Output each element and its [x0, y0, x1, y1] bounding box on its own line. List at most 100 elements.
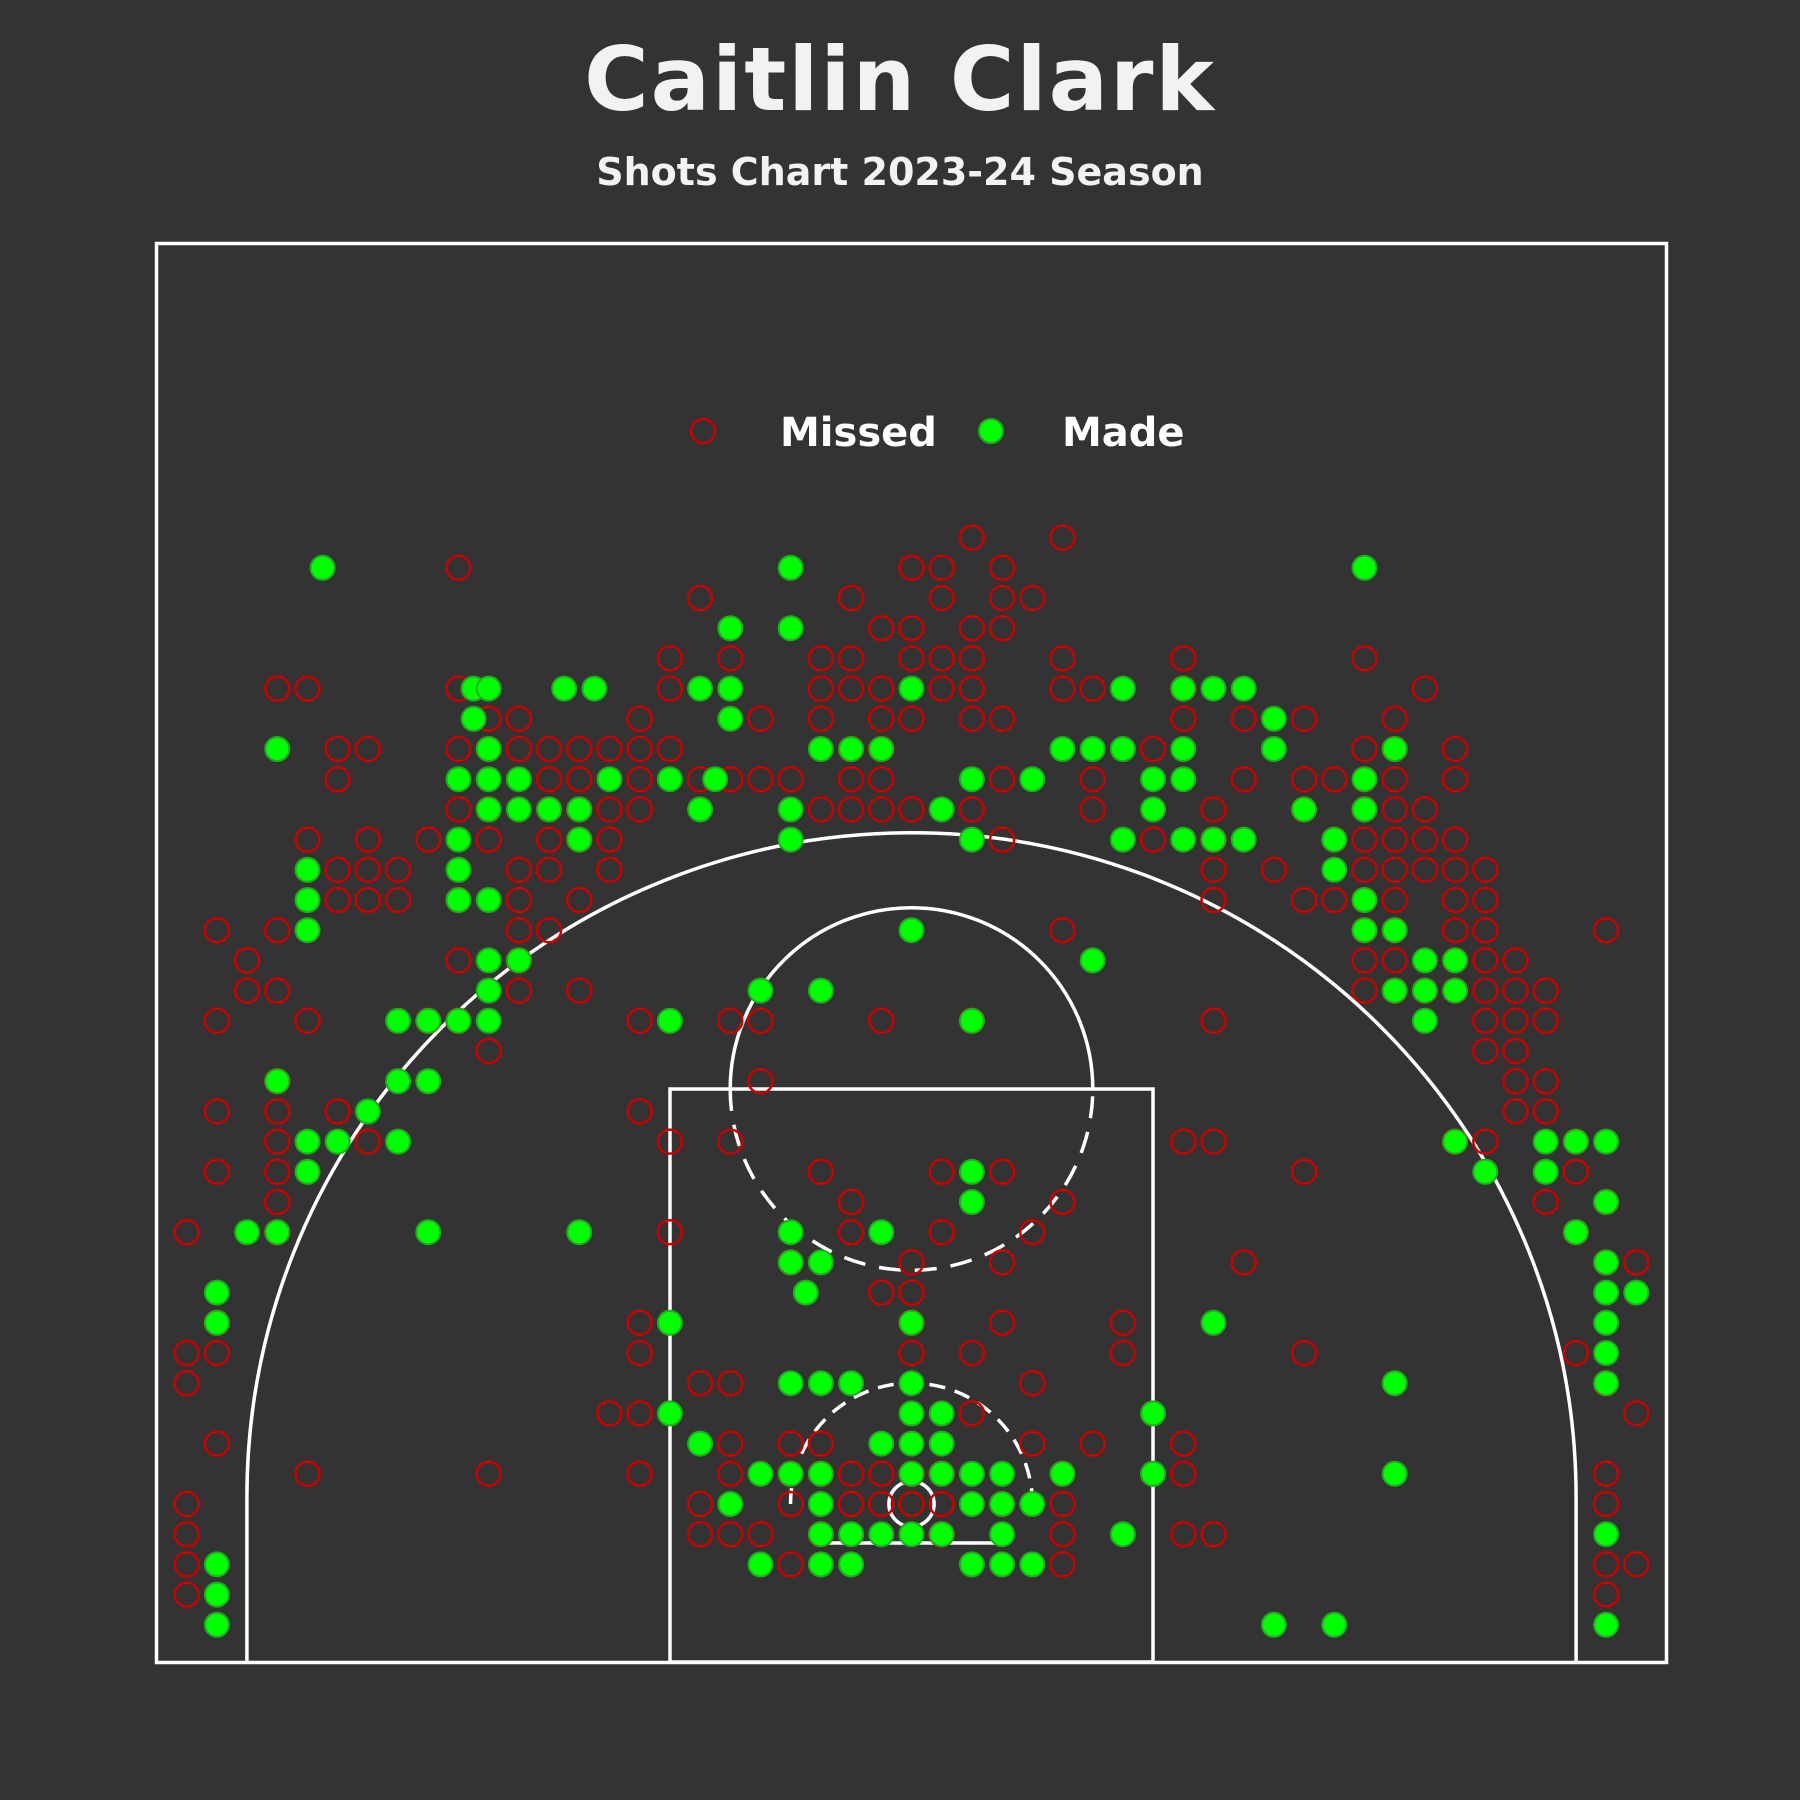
missed-shot-point [1079, 796, 1106, 823]
made-shot-point [1411, 947, 1438, 974]
missed-shot-point [656, 675, 684, 702]
three-point-line [245, 831, 1578, 1662]
missed-shot-point [626, 796, 653, 823]
made-shot-point [1170, 826, 1197, 853]
missed-shot-point [173, 1490, 200, 1518]
made-shot-point [898, 1430, 925, 1457]
missed-shot-point [958, 675, 986, 702]
missed-shot-point [626, 765, 653, 793]
made-shot-point [958, 1007, 985, 1034]
missed-shot-point [1290, 1158, 1318, 1186]
made-shot-point [958, 1551, 985, 1578]
missed-shot-point [1472, 977, 1499, 1004]
made-shot-point [475, 766, 502, 793]
made-shot-point [1532, 1158, 1559, 1185]
made-shot-point [1170, 675, 1197, 702]
missed-shot-point [505, 977, 533, 1004]
missed-shot-point [837, 584, 865, 612]
legend: Missed Made [689, 410, 1185, 456]
missed-shot-point [173, 1339, 200, 1367]
made-shot-point [475, 796, 502, 823]
made-shot-point [989, 1521, 1016, 1548]
missed-shot-point [1079, 675, 1106, 702]
legend-label-made: Made [1062, 410, 1185, 456]
missed-shot-point [626, 1339, 653, 1367]
missed-shot-point [354, 1128, 382, 1155]
missed-shot-point [717, 645, 744, 672]
page-subtitle: Shots Chart 2023-24 Season [596, 150, 1204, 194]
missed-shot-point [203, 1007, 231, 1035]
made-shot-point [1381, 1460, 1408, 1487]
made-shot-point [203, 1309, 230, 1336]
made-shot-point [1593, 1189, 1620, 1215]
made-shot-point [1200, 826, 1227, 853]
missed-shot-point [988, 765, 1016, 793]
made-shot-point [807, 1370, 834, 1397]
missed-shot-point [1230, 705, 1257, 733]
free-throw-circle-bottom [728, 1088, 1095, 1272]
made-shot-point [898, 1370, 925, 1397]
missed-shot-point [505, 916, 533, 944]
missed-shot-point [1623, 1249, 1650, 1276]
made-shot-point [1170, 736, 1197, 762]
legend-marker-missed [689, 417, 717, 445]
missed-shot-point [1562, 1158, 1590, 1186]
made-shot-point [1019, 766, 1046, 793]
missed-shot-point [1472, 916, 1499, 944]
missed-shot-point [686, 1520, 714, 1548]
made-shot-point [958, 1460, 985, 1487]
made-shot-point [294, 887, 321, 913]
missed-shot-point [475, 1460, 502, 1488]
made-shot-point [1321, 856, 1348, 883]
made-shot-point [445, 856, 472, 883]
missed-shot-point [868, 614, 895, 642]
missed-shot-point [1381, 705, 1408, 733]
missed-shot-point [1139, 735, 1167, 763]
missed-shot-point [1532, 1188, 1559, 1216]
missed-shot-point [898, 614, 925, 642]
missed-shot-point [626, 1007, 653, 1035]
missed-shot-point [777, 1490, 804, 1518]
missed-shot-point [1049, 1520, 1076, 1548]
made-shot-point [656, 1400, 683, 1427]
missed-shot-point [988, 584, 1016, 612]
missed-shot-point [898, 1339, 925, 1367]
missed-shot-point [1472, 947, 1499, 974]
missed-shot-point [596, 856, 623, 884]
missed-shot-point [445, 735, 472, 763]
made-shot-point [687, 796, 714, 823]
made-shot-point [898, 917, 925, 944]
missed-shot-point [173, 1520, 200, 1548]
missed-shot-point [686, 584, 714, 612]
made-shot-point [868, 1430, 895, 1457]
made-shot-point [1411, 977, 1438, 1004]
made-shot-point [1230, 826, 1257, 853]
missed-shot-point [354, 886, 382, 914]
missed-shot-point [1441, 765, 1469, 793]
missed-shot-point [656, 1218, 684, 1246]
hoop [887, 1479, 936, 1529]
made-shot-point [294, 917, 321, 944]
missed-shot-point [445, 796, 472, 823]
made-shot-point [1291, 796, 1318, 823]
missed-shot-point [1079, 765, 1106, 793]
missed-shot-point [1472, 856, 1499, 884]
missed-shot-point [324, 735, 351, 763]
missed-shot-point [837, 675, 865, 702]
missed-shot-point [1200, 856, 1227, 884]
missed-shot-point [777, 1551, 804, 1578]
missed-shot-point [898, 1249, 925, 1276]
missed-shot-point [264, 1098, 291, 1125]
made-shot-point [1049, 1460, 1076, 1487]
made-shot-point [1321, 1611, 1348, 1638]
made-shot-point [475, 736, 502, 762]
missed-shot-point [1502, 947, 1529, 974]
made-shot-point [1351, 796, 1378, 823]
missed-shot-point [928, 584, 955, 612]
missed-shot-point [324, 856, 351, 884]
missed-shot-point [837, 1218, 865, 1246]
missed-shot-point [354, 856, 382, 884]
missed-shot-point [1019, 584, 1046, 612]
missed-shot-point [1170, 1520, 1197, 1548]
